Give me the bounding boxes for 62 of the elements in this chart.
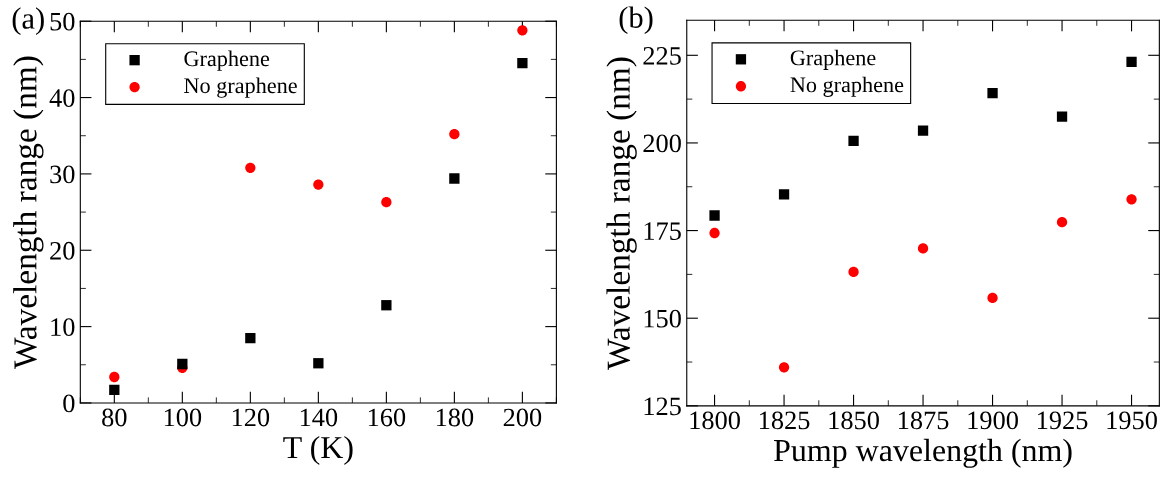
y-tick-label: 0: [63, 394, 75, 413]
legend-label: Graphene: [184, 50, 270, 71]
y-tick-label: 20: [50, 241, 75, 260]
point: [987, 292, 998, 304]
point: [245, 162, 256, 173]
point: [313, 358, 324, 369]
point: [109, 384, 120, 396]
point: [381, 197, 392, 208]
x-tick-label: 120: [232, 408, 270, 427]
point: [987, 88, 998, 99]
x-tick-label: 1875: [898, 411, 949, 430]
point: [778, 189, 790, 200]
y-tick-label: 50: [50, 12, 75, 31]
y-axis-title: Wavelength range (nm): [13, 56, 44, 369]
legend-label: Graphene: [790, 49, 876, 70]
x-axis-title: Pump wavelength (nm): [774, 438, 1072, 468]
x-tick-label: 180: [436, 408, 474, 427]
x-tick-label: 1825: [759, 411, 810, 430]
x-tick-label: 80: [102, 408, 127, 427]
x-tick-label: 200: [503, 408, 542, 427]
y-tick-label: 125: [644, 397, 681, 416]
y-tick-label: 175: [644, 222, 681, 240]
y-tick-label: 30: [50, 165, 75, 184]
point: [917, 243, 929, 254]
point: [313, 179, 324, 190]
legend-label: No graphene: [184, 77, 297, 98]
point: [1126, 194, 1137, 205]
text: (b): [619, 6, 653, 35]
point: [1056, 217, 1068, 228]
y-tick-label: 10: [51, 318, 75, 337]
point: [917, 125, 929, 136]
y-tick-label: 200: [643, 134, 681, 153]
point: [848, 266, 859, 278]
y-tick-label: 225: [643, 46, 681, 65]
legend-label: No graphene: [790, 76, 904, 97]
x-tick-label: 1950: [1107, 411, 1157, 430]
y-tick-label: 150: [644, 309, 681, 328]
point: [1056, 111, 1068, 122]
point: [709, 210, 720, 221]
y-tick-label: 40: [49, 89, 75, 107]
x-tick-label: 1850: [829, 411, 879, 430]
point: [778, 362, 790, 373]
point: [1126, 56, 1137, 68]
point: [848, 135, 859, 146]
text: (a): [12, 7, 44, 36]
x-tick-label: 160: [368, 408, 406, 427]
point: [381, 300, 392, 311]
x-tick-label: 1900: [968, 411, 1018, 430]
point: [109, 371, 120, 383]
point: [245, 332, 256, 344]
point: [177, 358, 188, 370]
point: [449, 173, 460, 184]
x-tick-label: 1800: [690, 411, 740, 430]
x-tick-label: 1925: [1037, 411, 1088, 430]
x-tick-label: 100: [164, 408, 202, 427]
point: [517, 58, 528, 69]
point: [709, 227, 720, 239]
y-axis-title: Wavelength range (nm): [606, 57, 637, 370]
point: [449, 129, 460, 140]
x-axis-title: T (K): [283, 435, 353, 465]
point: [517, 25, 528, 36]
x-tick-label: 140: [300, 408, 338, 427]
